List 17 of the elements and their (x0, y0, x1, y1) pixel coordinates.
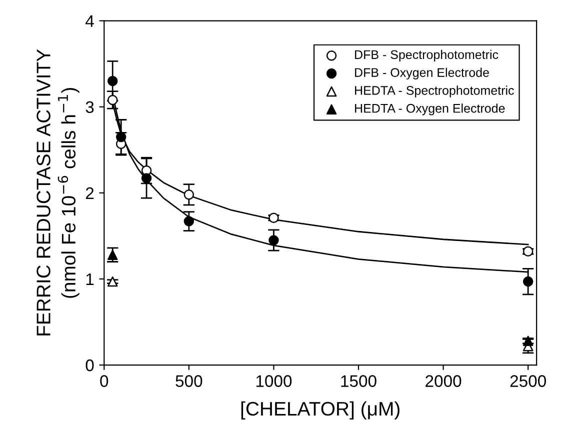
x-tick-label: 2500 (510, 375, 546, 387)
y-tick-label: 3 (86, 101, 94, 114)
legend-label: DFB - Spectrophotometric (355, 50, 498, 62)
y-axis-title: FERRIC REDUCTASE ACTIVITY (nmol Fe 10$^{−6}$ cells h$^{−1}$) (36, 49, 80, 336)
x-tick-label: 2000 (426, 375, 462, 387)
x-tick-label: 1500 (341, 375, 376, 387)
y-tick-label: 1 (86, 274, 94, 285)
legend-label: HEDTA - Oxygen Electrode (355, 104, 505, 116)
y-tick-label: 4 (86, 15, 94, 27)
y-tick-label: 2 (86, 187, 94, 199)
legend-label: HEDTA - Spectrophotometric (355, 86, 514, 98)
x-axis-title: [CHELATOR] (μM) (241, 401, 400, 420)
legend-label: DFB - Oxygen Electrode (355, 68, 489, 80)
x-tick-label: 0 (100, 375, 108, 387)
x-tick-label: 500 (176, 375, 202, 387)
x-tick-label: 1000 (256, 375, 292, 387)
y-tick-label: 0 (86, 359, 94, 372)
